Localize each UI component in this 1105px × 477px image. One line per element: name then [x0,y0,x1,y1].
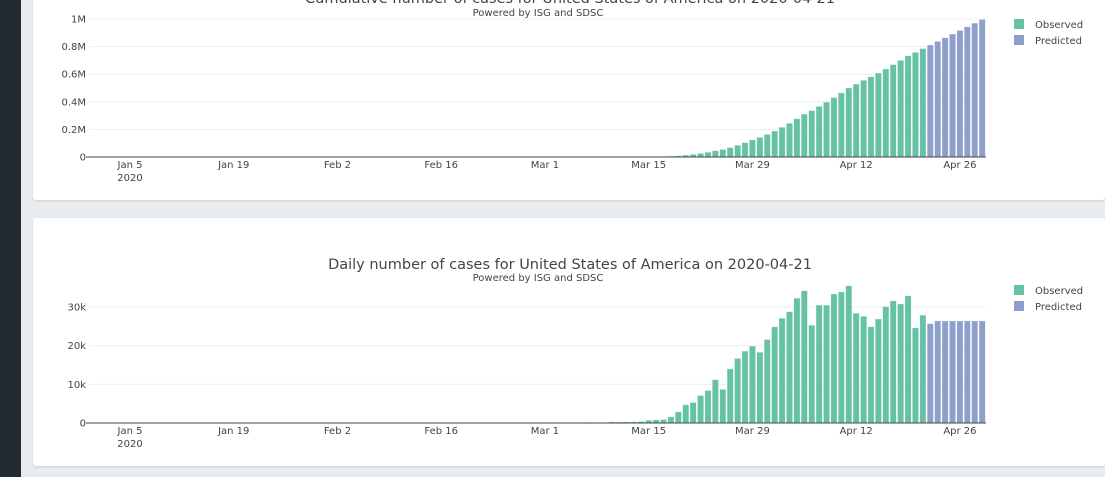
observed-bar [756,352,764,424]
observed-bar [793,297,801,424]
observed-bar [660,419,667,424]
observed-bar [860,316,867,424]
observed-bar [867,326,875,424]
x-tick-label: Feb 16 [424,160,458,171]
observed-bar [800,290,808,424]
predicted-bar [963,320,971,424]
legend-label-observed[interactable]: Observed [1035,20,1083,31]
observed-bar [815,304,823,424]
y-tick-label: 1M [71,15,86,26]
legend-swatch-observed[interactable] [1014,285,1024,295]
legend-label-predicted[interactable]: Predicted [1035,302,1082,313]
predicted-bar [956,320,964,424]
x-tick-label: Mar 29 [735,426,770,437]
observed-bar [719,389,727,424]
y-tick-label: 0 [80,419,86,430]
observed-bar [845,285,853,424]
x-tick-label: Apr 12 [840,426,873,437]
x-tick-year: 2020 [117,439,142,450]
observed-bar [912,327,919,424]
y-tick-label: 30k [67,303,86,314]
observed-bar [667,416,675,424]
predicted-bar [934,320,942,424]
sidebar [0,0,21,477]
observed-bar [771,326,779,424]
y-tick-label: 0 [80,153,86,164]
chart-subtitle: Powered by ISG and SDSC [473,8,604,19]
observed-bar [882,306,890,424]
observed-bar [741,350,749,424]
observed-bar [889,300,897,424]
chart-subtitle: Powered by ISG and SDSC [473,273,604,284]
observed-bar [778,318,786,424]
observed-bar [712,379,719,424]
y-tick-label: 10k [67,380,86,391]
cumulative-cases-card [33,0,1105,200]
observed-bar [763,339,771,424]
x-tick-label: Feb 16 [424,426,458,437]
observed-bar [734,358,741,424]
x-tick-label: Mar 15 [631,426,666,437]
x-tick-year: 2020 [117,173,142,184]
x-tick-label: Mar 15 [631,160,666,171]
x-tick-label: Apr 26 [943,160,976,171]
x-tick-label: Feb 2 [324,160,351,171]
observed-bar [726,368,734,424]
x-tick-label: Mar 1 [531,160,559,171]
observed-bar [749,345,756,424]
legend-swatch-observed[interactable] [1014,19,1024,29]
observed-bar [674,411,682,424]
x-tick-label: Mar 1 [531,426,559,437]
observed-bar [704,390,712,424]
x-tick-label: Apr 26 [943,426,976,437]
x-tick-label: Apr 12 [840,160,873,171]
observed-bar [897,303,904,424]
x-tick-label: Mar 29 [735,160,770,171]
observed-bar [786,311,793,424]
observed-bar [838,291,845,424]
chart-title: Cumulative number of cases for United St… [305,0,835,7]
observed-bar [689,402,697,424]
x-tick-label: Jan 5 [117,160,143,171]
x-tick-label: Jan 19 [217,160,249,171]
predicted-bar [926,323,934,424]
observed-bar [919,314,927,424]
predicted-bar [971,320,979,424]
predicted-bar [978,320,986,424]
observed-bar [697,395,704,424]
y-tick-label: 0.8M [61,42,86,53]
legend-label-predicted[interactable]: Predicted [1035,36,1082,47]
y-tick-label: 0.2M [61,125,86,136]
legend-label-observed[interactable]: Observed [1035,286,1083,297]
observed-bar [904,295,912,424]
x-tick-label: Feb 2 [324,426,351,437]
y-tick-label: 0.6M [61,70,86,81]
y-tick-label: 20k [67,341,86,352]
chart-title: Daily number of cases for United States … [328,257,812,273]
legend-swatch-predicted[interactable] [1014,301,1024,311]
observed-bar [682,404,690,424]
x-tick-label: Jan 19 [217,426,249,437]
observed-bar [830,293,838,424]
observed-bar [875,318,882,424]
x-tick-label: Jan 5 [117,426,143,437]
legend-swatch-predicted[interactable] [1014,35,1024,45]
daily-cases-card [33,218,1105,466]
observed-bar [852,312,860,424]
predicted-bar [941,320,949,424]
predicted-bar [949,320,956,424]
y-tick-label: 0.4M [61,97,86,108]
observed-bar [808,324,816,424]
observed-bar [823,304,830,424]
